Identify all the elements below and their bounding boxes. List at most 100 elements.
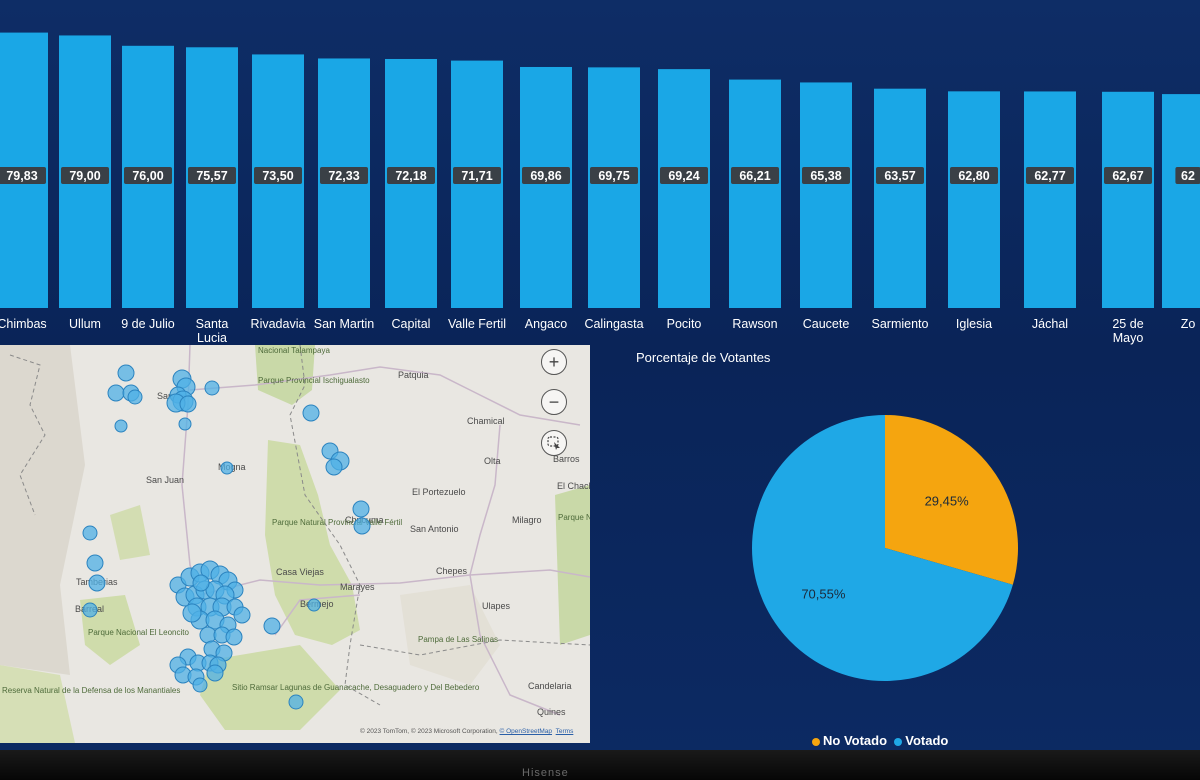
lasso-select-icon: [547, 436, 560, 450]
map-data-point[interactable]: [204, 380, 220, 396]
category-label: Calingasta: [584, 317, 643, 331]
map-canvas[interactable]: Patquia Chamical Olta El Portezuelo Mila…: [0, 345, 590, 743]
pie-slice-label: 70,55%: [801, 586, 846, 601]
data-label-box: [731, 167, 779, 184]
map-park-label: Pampa de Las Salinas: [418, 635, 498, 644]
map-data-point[interactable]: [107, 384, 125, 402]
map-data-point[interactable]: [307, 598, 321, 612]
bar[interactable]: [874, 88, 926, 308]
map-data-point[interactable]: [127, 389, 143, 405]
map-data-point[interactable]: [352, 500, 370, 518]
map-park-label: Nacional Talampaya: [258, 346, 330, 355]
data-label-box: [876, 167, 924, 184]
data-label: 65,38: [810, 169, 841, 183]
plus-icon: +: [548, 352, 560, 372]
map-data-point[interactable]: [263, 617, 281, 635]
select-area-button[interactable]: [541, 430, 567, 456]
pie-slice[interactable]: [885, 415, 1018, 585]
map-data-point[interactable]: [233, 606, 251, 624]
map-data-point[interactable]: [353, 517, 371, 535]
attribution-text: © 2023 TomTom, © 2023 Microsoft Corporat…: [360, 728, 500, 735]
bar[interactable]: [800, 82, 852, 309]
road: [189, 366, 581, 426]
map-data-point[interactable]: [206, 664, 224, 682]
map-place-label: Marayes: [340, 582, 375, 592]
data-label-box: [124, 167, 172, 184]
road: [469, 424, 561, 716]
data-label: 62: [1181, 169, 1195, 183]
data-label: 79,00: [69, 169, 100, 183]
data-label-box: [1104, 167, 1152, 184]
pie-slice[interactable]: [752, 415, 1013, 681]
map-park-label: Parque Nacional Traslasierra: [558, 513, 590, 522]
data-label: 62,77: [1034, 169, 1065, 183]
pie-chart-panel: Porcentaje de Votantes 29,45% 70,55% No V…: [590, 345, 1200, 750]
map-data-point[interactable]: [82, 525, 98, 541]
map-place-label: Quines: [537, 707, 566, 717]
bar[interactable]: [451, 60, 503, 309]
category-label: San Martin: [314, 317, 374, 331]
legend-swatch-no-votado: [812, 737, 820, 746]
map-data-point[interactable]: [225, 628, 243, 646]
category-label: Rawson: [732, 317, 777, 331]
bar[interactable]: [729, 79, 781, 308]
category-label: Zo: [1181, 317, 1196, 331]
map-place-label: San Antonio: [410, 524, 459, 534]
data-label: 66,21: [739, 169, 770, 183]
map-data-point[interactable]: [302, 404, 320, 422]
map-data-point[interactable]: [179, 395, 197, 413]
map-data-point[interactable]: [192, 677, 208, 693]
map-place-label: Chamical: [467, 416, 505, 426]
bar[interactable]: [1102, 91, 1154, 308]
category-label: Rivadavia: [251, 317, 306, 331]
openstreetmap-link[interactable]: © OpenStreetMap: [499, 728, 553, 735]
bar[interactable]: [1162, 94, 1200, 308]
monitor-bezel: [0, 750, 1200, 780]
map-place-label: Barros: [553, 454, 580, 464]
map-data-point[interactable]: [192, 574, 210, 592]
bar[interactable]: [588, 67, 640, 308]
data-label-box: [453, 167, 501, 184]
legend-label-no-votado[interactable]: No Votado: [823, 733, 888, 748]
pie-chart-title: Porcentaje de Votantes: [636, 350, 771, 365]
map-data-point[interactable]: [88, 574, 106, 592]
map-park-label: Parque Nacional El Leoncito: [88, 628, 190, 637]
map-place-label: El Chacho: [557, 481, 590, 491]
bar-chart-panel: 79,83 Chimbas 79,00 Ullum 76,00 9 de Julio 75,…: [0, 0, 1200, 345]
map-data-point[interactable]: [325, 458, 343, 476]
map-data-point[interactable]: [82, 602, 98, 618]
map-data-point[interactable]: [178, 417, 192, 431]
data-label-box: [320, 167, 368, 184]
map-data-point[interactable]: [288, 694, 304, 710]
monitor-brand: Hisense: [522, 767, 569, 779]
map-data-point[interactable]: [114, 419, 128, 433]
map-place-label: Casa Viejas: [276, 567, 324, 577]
data-label-box: [590, 167, 638, 184]
category-label: Jáchal: [1032, 317, 1068, 331]
map-data-point[interactable]: [86, 554, 104, 572]
legend-label-votado[interactable]: Votado: [905, 733, 949, 748]
data-label-box: [0, 167, 46, 184]
zoom-out-button[interactable]: −: [541, 389, 567, 415]
zoom-in-button[interactable]: +: [541, 349, 567, 375]
category-label: 25 de Mayo: [1112, 317, 1143, 345]
map-data-point[interactable]: [220, 461, 234, 475]
road: [274, 594, 361, 636]
terms-link[interactable]: Terms: [555, 728, 574, 735]
bar[interactable]: [948, 91, 1000, 308]
bar[interactable]: [658, 69, 710, 308]
map-data-point[interactable]: [117, 364, 135, 382]
bar[interactable]: [520, 66, 572, 308]
map-place-label: San Juan: [146, 475, 184, 485]
data-label: 71,71: [461, 169, 492, 183]
data-label-box: [950, 167, 998, 184]
salinas-area: [400, 585, 500, 685]
map-panel[interactable]: Patquia Chamical Olta El Portezuelo Mila…: [0, 345, 590, 743]
data-label-box: [61, 167, 109, 184]
map-data-point[interactable]: [182, 603, 202, 623]
park-area-manantiales: [0, 665, 75, 743]
data-label: 69,24: [668, 169, 699, 183]
category-label: Chimbas: [0, 317, 47, 331]
bar[interactable]: [1024, 91, 1076, 308]
data-label-box: [188, 167, 236, 184]
